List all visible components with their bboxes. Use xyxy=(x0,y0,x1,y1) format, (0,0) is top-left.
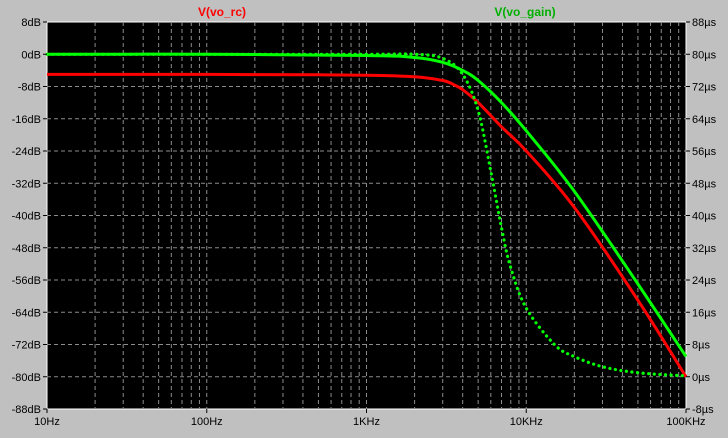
y-right-tick-label: 64µs xyxy=(692,114,717,126)
y-left-tick-label: -88dB xyxy=(12,404,41,416)
y-axis-right-labels: 88µs 80µs 72µs 64µs 56µs 48µs 40µs 32µs 24µs 16µs… xyxy=(686,17,717,416)
y-left-tick-label: -24dB xyxy=(12,146,41,158)
x-axis-labels: 10Hz 100Hz 1KHz 10KHz 100KHz xyxy=(34,409,706,428)
y-right-tick-label: 88µs xyxy=(692,17,717,29)
y-right-tick-label: 80µs xyxy=(692,49,717,61)
y-left-tick-label: 8dB xyxy=(21,17,41,29)
y-right-tick-label: 8µs xyxy=(692,340,710,352)
y-right-tick-label: 56µs xyxy=(692,146,717,158)
y-right-tick-label: 0µs xyxy=(692,372,710,384)
y-left-tick-label: -16dB xyxy=(12,114,41,126)
x-tick-label: 1KHz xyxy=(353,416,380,428)
x-tick-label: 100KHz xyxy=(666,416,705,428)
y-right-tick-label: 24µs xyxy=(692,275,717,287)
y-left-tick-label: -64dB xyxy=(12,307,41,319)
y-axis-left-labels: 8dB 0dB -8dB -16dB -24dB -32dB -40dB -48dB -56dB… xyxy=(12,17,47,416)
legend-vo-rc[interactable]: V(vo_rc) xyxy=(198,5,246,19)
series-layer xyxy=(45,52,688,378)
y-left-tick-label: -72dB xyxy=(12,340,41,352)
series-vo-rc-magnitude[interactable] xyxy=(46,72,688,378)
y-right-tick-label: -8µs xyxy=(692,404,714,416)
y-right-tick-label: 40µs xyxy=(692,211,717,223)
y-right-tick-label: 16µs xyxy=(692,307,717,319)
y-left-tick-label: -40dB xyxy=(12,211,41,223)
y-left-tick-label: -56dB xyxy=(12,275,41,287)
y-left-tick-label: -48dB xyxy=(12,243,41,255)
y-right-tick-label: 72µs xyxy=(692,82,717,94)
x-tick-label: 100Hz xyxy=(191,416,223,428)
y-left-tick-label: -32dB xyxy=(12,178,41,190)
x-tick-label: 10KHz xyxy=(510,416,543,428)
y-left-tick-label: -80dB xyxy=(12,372,41,384)
y-right-tick-label: 48µs xyxy=(692,178,717,190)
y-left-tick-label: 0dB xyxy=(21,49,41,61)
series-vo-gain-magnitude[interactable] xyxy=(46,52,688,358)
legend-vo-gain[interactable]: V(vo_gain) xyxy=(494,5,555,19)
series-vo-gain-group-delay[interactable] xyxy=(45,52,688,378)
x-tick-label: 10Hz xyxy=(34,416,60,428)
y-left-tick-label: -8dB xyxy=(18,82,41,94)
y-right-tick-label: 32µs xyxy=(692,243,717,255)
grid xyxy=(47,22,686,409)
